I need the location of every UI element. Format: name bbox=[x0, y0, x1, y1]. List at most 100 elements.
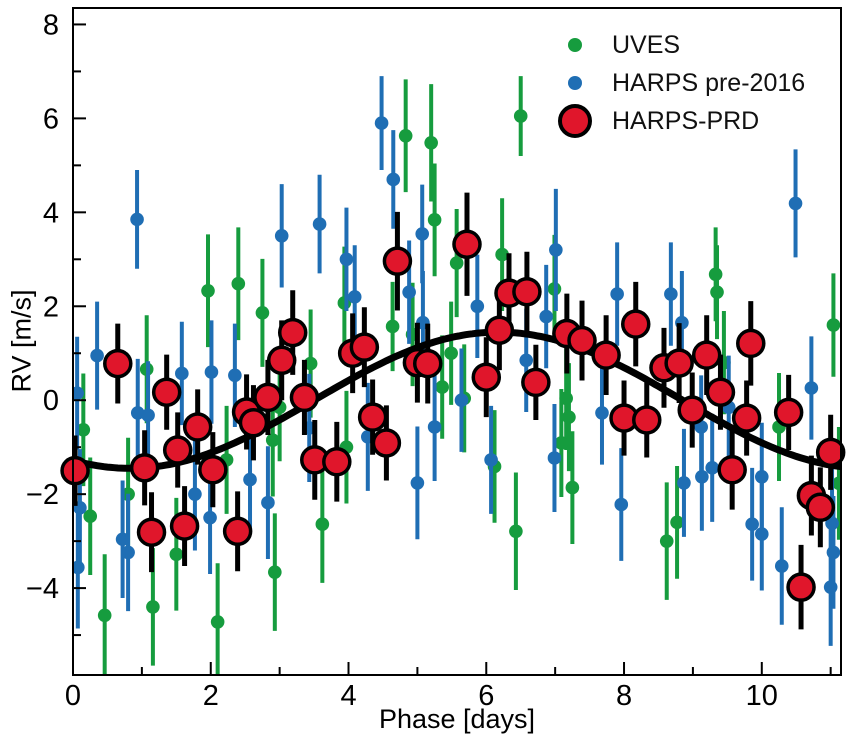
data-point bbox=[595, 406, 609, 420]
plot-frame bbox=[72, 7, 842, 676]
data-point bbox=[521, 367, 551, 398]
data-point bbox=[188, 487, 202, 501]
y-tick-label: 0 bbox=[43, 385, 59, 417]
data-point bbox=[210, 615, 225, 629]
x-tick-label: 8 bbox=[616, 680, 632, 712]
data-point bbox=[162, 435, 193, 465]
data-point bbox=[495, 247, 509, 262]
data-point bbox=[826, 318, 841, 332]
data-point bbox=[90, 348, 104, 363]
data-point bbox=[121, 545, 135, 560]
y-axis-title: RV [m/s] bbox=[6, 289, 37, 393]
data-point bbox=[268, 565, 282, 579]
data-point bbox=[175, 366, 189, 381]
data-point bbox=[519, 353, 534, 368]
data-point bbox=[805, 492, 836, 523]
data-point bbox=[786, 572, 816, 602]
data-point bbox=[412, 348, 443, 379]
model-curve bbox=[73, 328, 841, 472]
data-point bbox=[547, 451, 562, 465]
data-point bbox=[788, 196, 803, 211]
x-tick-label: 10 bbox=[746, 680, 778, 712]
data-point bbox=[312, 217, 327, 231]
data-point bbox=[243, 472, 257, 487]
data-point bbox=[773, 397, 804, 428]
data-point bbox=[169, 511, 200, 541]
data-point bbox=[513, 109, 528, 123]
data-point bbox=[238, 408, 269, 438]
data-point bbox=[73, 386, 84, 400]
data-point bbox=[83, 509, 98, 524]
harps-prd-marker-icon bbox=[558, 104, 592, 138]
data-point bbox=[371, 428, 402, 458]
data-point bbox=[129, 453, 160, 483]
data-point bbox=[745, 517, 759, 532]
data-point bbox=[731, 403, 762, 433]
data-point bbox=[265, 433, 280, 447]
y-tick-label: −4 bbox=[26, 573, 59, 605]
legend-label-harps-pre2016: HARPS pre-2016 bbox=[612, 68, 806, 97]
legend-item-harps-prd: HARPS-PRD bbox=[552, 102, 805, 140]
data-point bbox=[386, 172, 401, 187]
data-point bbox=[705, 461, 719, 475]
data-point bbox=[228, 368, 242, 383]
data-point bbox=[424, 136, 438, 150]
x-axis-title: Phase [days] bbox=[378, 704, 536, 734]
data-point bbox=[349, 332, 380, 362]
data-point bbox=[97, 608, 112, 623]
data-point bbox=[255, 306, 270, 320]
data-point bbox=[691, 340, 722, 370]
data-point bbox=[736, 328, 766, 359]
y-tick-label: 2 bbox=[43, 291, 59, 323]
data-point bbox=[539, 309, 553, 324]
data-point bbox=[231, 276, 246, 291]
series-harps-prd-markers bbox=[60, 229, 846, 602]
data-point bbox=[253, 382, 283, 413]
data-point bbox=[427, 213, 442, 227]
data-point bbox=[402, 285, 416, 299]
data-point bbox=[357, 402, 388, 432]
data-point bbox=[509, 524, 523, 539]
data-point bbox=[385, 319, 400, 334]
y-tick-label: −2 bbox=[26, 479, 59, 511]
data-point bbox=[130, 212, 144, 227]
data-point bbox=[169, 547, 184, 562]
data-point bbox=[754, 469, 769, 484]
legend: UVES HARPS pre-2016 HARPS-PRD bbox=[552, 26, 805, 140]
data-point bbox=[695, 469, 709, 484]
data-point bbox=[374, 116, 389, 130]
data-point bbox=[562, 410, 576, 424]
x-tick-label: 2 bbox=[203, 680, 219, 712]
harps-pre2016-marker-icon bbox=[568, 76, 582, 90]
data-point bbox=[201, 283, 215, 298]
data-point bbox=[277, 317, 308, 348]
data-point bbox=[484, 315, 515, 345]
data-point bbox=[130, 406, 145, 420]
data-point bbox=[708, 267, 723, 282]
data-point bbox=[754, 527, 769, 541]
plot-area bbox=[73, 76, 841, 675]
x-tick-label: 4 bbox=[340, 680, 356, 712]
data-point bbox=[182, 412, 213, 442]
data-point bbox=[435, 380, 449, 394]
data-point bbox=[670, 515, 684, 530]
legend-item-harps-pre2016: HARPS pre-2016 bbox=[552, 64, 805, 102]
data-point bbox=[141, 408, 155, 423]
data-point bbox=[136, 517, 167, 547]
data-point bbox=[444, 346, 458, 361]
data-point bbox=[567, 325, 597, 356]
data-point bbox=[452, 229, 482, 260]
data-point bbox=[382, 246, 413, 276]
legend-label-uves: UVES bbox=[612, 30, 681, 59]
data-point bbox=[620, 309, 651, 339]
data-point bbox=[151, 377, 182, 407]
data-point bbox=[677, 395, 707, 425]
data-point bbox=[204, 365, 219, 379]
data-point bbox=[73, 560, 85, 575]
data-point bbox=[222, 516, 253, 547]
data-point bbox=[322, 446, 352, 477]
data-point bbox=[774, 559, 789, 573]
data-point bbox=[410, 476, 425, 490]
y-tick-label: 4 bbox=[43, 197, 59, 229]
data-point bbox=[815, 437, 846, 468]
